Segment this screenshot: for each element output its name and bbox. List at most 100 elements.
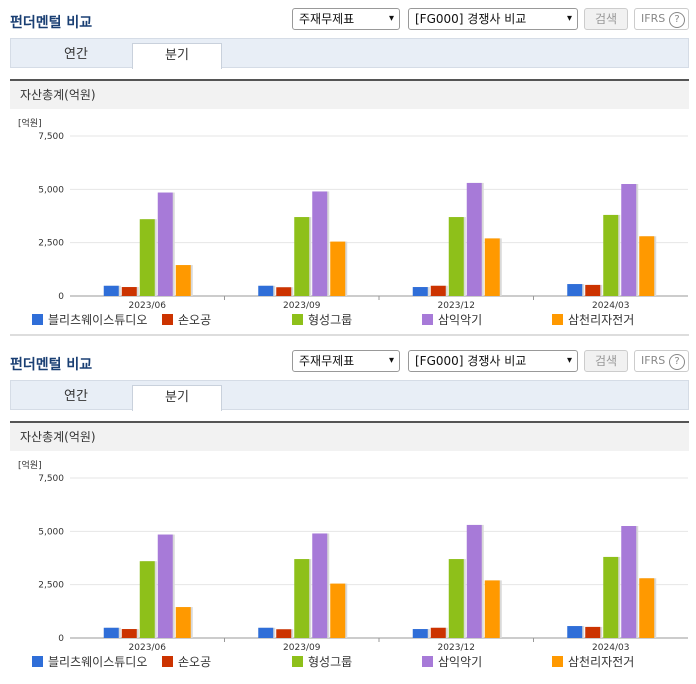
legend-item[interactable]: 형성그룹 xyxy=(292,312,352,328)
x-tick-label: 2023/12 xyxy=(438,301,475,310)
x-tick-label: 2023/12 xyxy=(438,643,475,652)
x-tick-label: 2023/06 xyxy=(129,301,167,310)
legend-label: 손오공 xyxy=(178,313,212,327)
legend-swatch xyxy=(422,656,433,667)
section-title: 자산총계(억원) xyxy=(10,421,689,451)
chevron-down-icon: ▾ xyxy=(566,355,572,366)
bar xyxy=(175,265,191,296)
chevron-down-icon: ▾ xyxy=(388,355,394,366)
legend-label: 손오공 xyxy=(178,655,212,669)
search-button[interactable]: 검색 xyxy=(584,350,628,372)
legend-item[interactable]: 손오공 xyxy=(162,654,211,670)
chart-legend: 블리츠웨이스튜디오 손오공 형성그룹 삼익악기 삼천리자전거 xyxy=(0,654,696,670)
bar xyxy=(603,556,619,638)
panel-title: 펀더멘털 비교 xyxy=(10,357,93,373)
y-tick-label: 5,000 xyxy=(38,527,64,537)
bar xyxy=(312,533,328,638)
help-icon[interactable]: ? xyxy=(669,12,685,28)
bar xyxy=(466,524,482,638)
x-tick-label: 2023/09 xyxy=(283,301,321,310)
divider xyxy=(10,334,689,336)
y-tick-label: 0 xyxy=(58,634,64,644)
ifrs-button[interactable]: IFRS? xyxy=(634,8,689,30)
y-tick-label: 2,500 xyxy=(38,581,64,591)
bar xyxy=(175,607,191,638)
bar xyxy=(484,238,500,296)
x-tick-label: 2024/03 xyxy=(592,643,629,652)
bar xyxy=(157,534,173,638)
bar xyxy=(157,192,173,296)
legend-label: 블리츠웨이스튜디오 xyxy=(48,655,148,669)
legend-item[interactable]: 손오공 xyxy=(162,312,211,328)
compare-select[interactable]: [FG000] 경쟁사 비교 ▾ xyxy=(408,8,578,30)
bar xyxy=(139,561,155,638)
legend-item[interactable]: 블리츠웨이스튜디오 xyxy=(32,654,147,670)
bar xyxy=(639,236,655,296)
tab-annual[interactable]: 연간 xyxy=(64,389,88,404)
bar xyxy=(139,219,155,296)
chart-legend: 블리츠웨이스튜디오 손오공 형성그룹 삼익악기 삼천리자전거 xyxy=(0,312,696,328)
bar xyxy=(330,583,346,638)
ifrs-button[interactable]: IFRS? xyxy=(634,350,689,372)
bar xyxy=(103,285,119,296)
y-tick-label: 2,500 xyxy=(38,239,64,249)
y-tick-label: 7,500 xyxy=(38,132,64,142)
statement-select[interactable]: 주재무제표 ▾ xyxy=(292,8,400,30)
legend-item[interactable]: 삼익악기 xyxy=(422,654,482,670)
legend-item[interactable]: 삼익악기 xyxy=(422,312,482,328)
legend-swatch xyxy=(552,656,563,667)
legend-swatch xyxy=(32,656,43,667)
statement-select[interactable]: 주재무제표 ▾ xyxy=(292,350,400,372)
tab-quarterly[interactable]: 분기 xyxy=(132,43,222,69)
bar-chart: [억원] 0 2,500 5,000 7,500 2023/06 2023/09 2023/1… xyxy=(18,459,688,652)
search-button[interactable]: 검색 xyxy=(584,8,628,30)
legend-swatch xyxy=(292,656,303,667)
help-icon[interactable]: ? xyxy=(669,354,685,370)
bar xyxy=(567,284,583,296)
panel-title: 펀더멘털 비교 xyxy=(10,15,93,31)
bar xyxy=(639,578,655,638)
bar xyxy=(412,629,428,638)
x-tick-label: 2024/03 xyxy=(592,301,629,310)
bar xyxy=(258,285,274,296)
x-tick-label: 2023/09 xyxy=(283,643,321,652)
bar xyxy=(312,191,328,296)
legend-swatch xyxy=(552,314,563,325)
legend-item[interactable]: 블리츠웨이스튜디오 xyxy=(32,312,147,328)
y-tick-label: 0 xyxy=(58,292,64,302)
bar xyxy=(448,217,464,296)
legend-label: 블리츠웨이스튜디오 xyxy=(48,313,148,327)
bar xyxy=(484,580,500,638)
y-tick-label: 7,500 xyxy=(38,474,64,484)
bar xyxy=(585,626,601,638)
unit-label: [억원] xyxy=(18,459,42,471)
bar xyxy=(121,629,137,638)
legend-label: 삼익악기 xyxy=(438,655,483,669)
legend-item[interactable]: 삼천리자전거 xyxy=(552,654,634,670)
compare-select[interactable]: [FG000] 경쟁사 비교 ▾ xyxy=(408,350,578,372)
tab-annual[interactable]: 연간 xyxy=(64,47,88,62)
bar xyxy=(258,627,274,638)
bar xyxy=(448,559,464,638)
section-title: 자산총계(억원) xyxy=(10,79,689,109)
legend-item[interactable]: 형성그룹 xyxy=(292,654,352,670)
bar xyxy=(330,241,346,296)
chevron-down-icon: ▾ xyxy=(566,13,572,24)
bar xyxy=(294,559,310,638)
chevron-down-icon: ▾ xyxy=(388,13,394,24)
legend-label: 삼익악기 xyxy=(438,313,483,327)
legend-label: 삼천리자전거 xyxy=(568,313,635,327)
bar xyxy=(603,214,619,296)
legend-swatch xyxy=(162,314,173,325)
bar xyxy=(276,629,292,638)
period-tabs: 연간 분기 xyxy=(10,380,689,411)
tab-quarterly[interactable]: 분기 xyxy=(132,385,222,411)
bar xyxy=(430,627,446,638)
legend-swatch xyxy=(162,656,173,667)
bar-chart: [억원] 0 2,500 5,000 7,500 2023/06 2023/09 2023/1… xyxy=(18,117,688,310)
legend-label: 형성그룹 xyxy=(308,655,353,669)
x-tick-label: 2023/06 xyxy=(129,643,167,652)
unit-label: [억원] xyxy=(18,117,42,129)
legend-item[interactable]: 삼천리자전거 xyxy=(552,312,634,328)
bar xyxy=(430,285,446,296)
